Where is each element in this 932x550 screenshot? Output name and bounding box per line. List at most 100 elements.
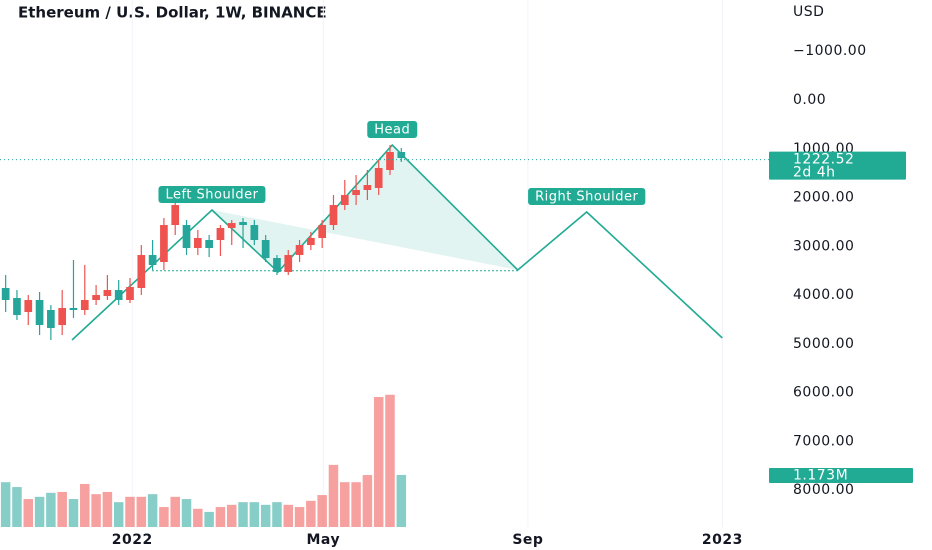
last-price-box — [769, 151, 906, 180]
candle-body — [148, 255, 157, 266]
annotation-box — [158, 186, 266, 203]
candle-body — [35, 300, 44, 326]
volume-bar — [46, 492, 56, 527]
x-tick-label: Sep — [512, 532, 543, 548]
y-tick-label: 3000.00 — [793, 238, 854, 254]
y-tick-label: 5000.00 — [793, 336, 854, 352]
y-tick-label: 8000.00 — [793, 482, 854, 498]
volume-bar — [68, 499, 79, 527]
candle-body — [239, 222, 247, 226]
volume-bar — [159, 507, 169, 527]
volume-bar — [57, 491, 67, 527]
volume-bar — [113, 502, 124, 527]
volume-bar — [272, 502, 282, 527]
volume-bar — [34, 496, 45, 527]
y-tick-label: 0.00 — [793, 92, 826, 108]
candle-body — [307, 238, 315, 246]
volume-bar — [249, 502, 260, 527]
volume-bar — [373, 396, 384, 527]
countdown-label: 2d 4h — [793, 165, 836, 181]
pattern-line — [71, 143, 723, 341]
candle-body — [205, 240, 213, 248]
candle-body — [160, 225, 168, 262]
y-tick-label: 4000.00 — [793, 287, 854, 303]
candle-body — [295, 245, 304, 256]
volume-bar — [238, 502, 248, 527]
candle-body — [329, 205, 338, 226]
volume-bar — [125, 496, 135, 527]
candle-body — [171, 205, 180, 226]
candle-body — [318, 225, 327, 238]
candle-body — [227, 223, 236, 228]
candle-body — [261, 240, 270, 258]
y-tick-label: 6000.00 — [793, 385, 854, 401]
candle-body — [1, 288, 10, 300]
x-tick-label: May — [307, 532, 341, 548]
volume-bar — [317, 495, 327, 527]
axis-unit: USD — [793, 4, 824, 20]
annotation-label: Left Shoulder — [165, 188, 258, 203]
candle-body — [103, 290, 112, 296]
candle-body — [182, 225, 191, 248]
volume-bar — [170, 496, 180, 527]
volume-bar — [306, 500, 316, 527]
volume-bar — [147, 494, 158, 527]
pattern-shade — [211, 145, 518, 271]
volume-bar — [181, 499, 192, 527]
candle-body — [114, 290, 123, 300]
candle-body — [24, 300, 33, 312]
volume-bar — [385, 394, 395, 527]
volume-bar — [362, 475, 373, 527]
candle-body — [92, 295, 100, 300]
volume-bar — [136, 496, 147, 527]
volume-label: 1.173M — [793, 467, 848, 483]
volume-bar — [193, 508, 203, 527]
annotation: Head — [367, 121, 418, 139]
candle-body — [352, 190, 360, 196]
candle-body — [47, 310, 55, 328]
volume-bar — [91, 494, 101, 527]
chart-title: Ethereum / U.S. Dollar, 1W, BINANCE — [18, 4, 327, 22]
volume-bar — [0, 482, 11, 527]
candle-body — [193, 238, 202, 248]
annotation: Right Shoulder — [528, 188, 646, 205]
last-price-label: 1222.52 — [793, 152, 854, 168]
candle-body — [69, 308, 78, 310]
y-tick-label: 2000.00 — [793, 190, 854, 206]
candle-body — [340, 195, 349, 206]
annotation: Left Shoulder — [158, 186, 266, 203]
volume-bar — [260, 504, 271, 527]
candle-body — [250, 225, 259, 240]
volume-bar — [80, 483, 90, 527]
volume-bar — [396, 474, 407, 527]
volume-bar — [102, 491, 113, 527]
annotation-label: Head — [374, 123, 410, 138]
annotation-box — [528, 188, 646, 205]
candle-body — [58, 308, 67, 326]
x-tick-label: 2023 — [702, 532, 743, 548]
candle-body — [137, 255, 146, 288]
candle-body — [273, 258, 281, 272]
volume-bar — [283, 504, 294, 527]
candle-body — [397, 152, 406, 158]
volume-bar — [23, 499, 34, 527]
volume-bar — [340, 482, 350, 527]
annotation-label: Right Shoulder — [535, 190, 638, 205]
candle-body — [13, 298, 21, 316]
y-tick-label: 7000.00 — [793, 433, 854, 449]
annotation-box — [367, 121, 418, 139]
volume-bar — [328, 464, 339, 527]
candle-body — [216, 228, 225, 240]
candle-body — [284, 255, 293, 272]
volume-bar — [226, 504, 237, 527]
x-tick-label: 2022 — [112, 532, 153, 548]
volume-bar — [215, 507, 226, 527]
candle-body — [386, 152, 394, 170]
volume-box — [769, 467, 913, 483]
candle-body — [363, 185, 372, 190]
candle-body — [80, 300, 89, 310]
volume-bar — [204, 511, 214, 527]
y-tick-label: −1000.00 — [793, 43, 867, 59]
volume-bar — [294, 507, 305, 527]
